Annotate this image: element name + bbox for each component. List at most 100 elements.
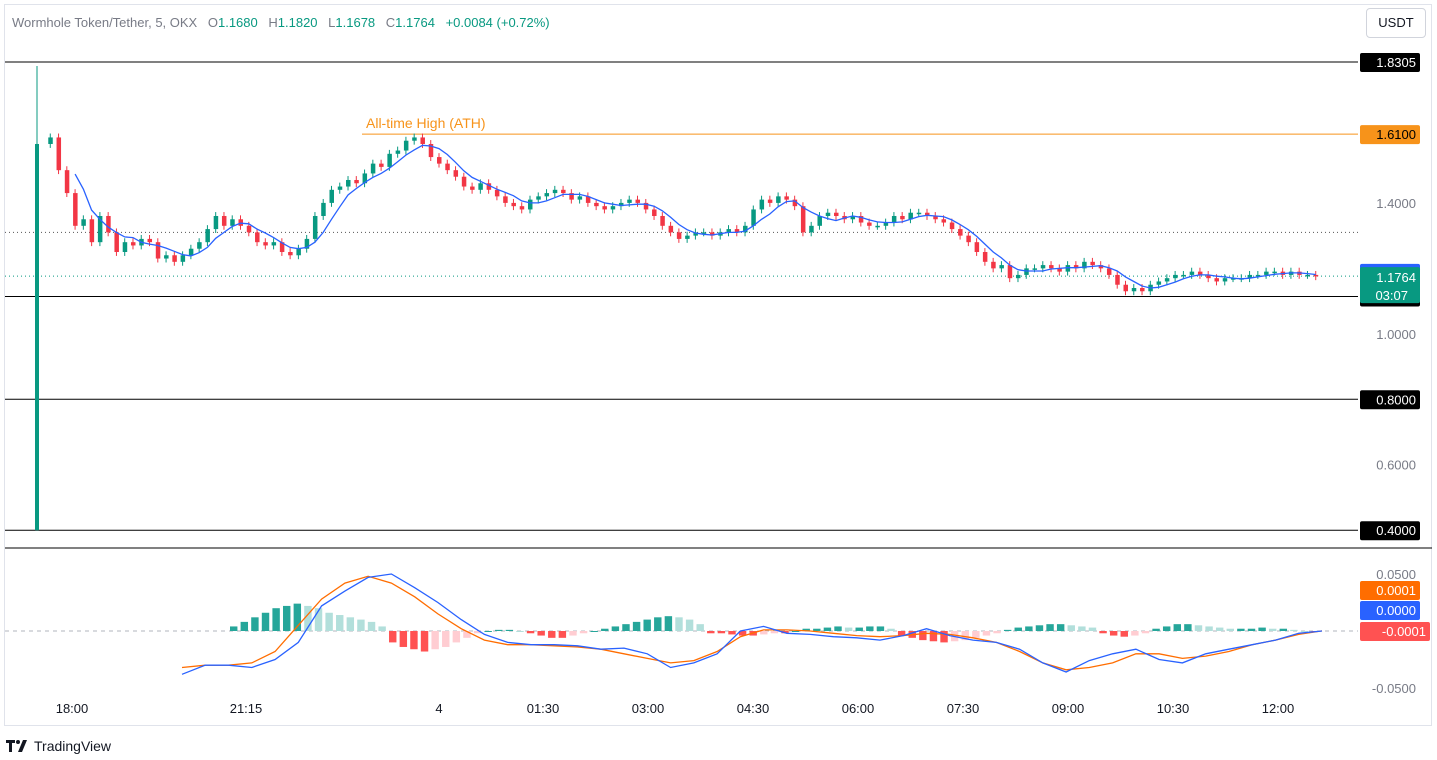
candle [403,140,409,151]
macd-histogram-bar [399,631,408,647]
candle [834,212,839,216]
macd-histogram-bar [717,631,726,634]
candle [643,202,649,210]
macd-histogram-bar [1173,624,1181,631]
candle [114,232,119,252]
last-price-tag [1360,267,1420,304]
brand-name: TradingView [34,738,112,754]
macd-histogram-bar [866,626,874,631]
macd-value-label: -0.0001 [1382,624,1426,639]
macd-histogram-bar [1035,625,1044,631]
candle [1049,265,1054,269]
macd-histogram-bar [548,631,556,638]
currency-button[interactable]: USDT [1366,8,1426,38]
macd-histogram-bar [919,631,927,641]
candle [594,202,599,207]
macd-histogram-bar [1067,625,1075,631]
candle [48,137,53,144]
macd-histogram-bar [760,631,768,635]
candle [420,137,425,144]
ath-annotation: All-time High (ATH) [366,115,486,131]
candle [883,222,889,226]
candle [1090,261,1095,266]
macd-histogram-bar [1226,628,1235,631]
candle [1206,274,1211,279]
macd-histogram-bar [1268,628,1277,631]
candle [982,251,988,262]
low-label: L [328,15,336,30]
time-axis: 18:00 21:15 4 01:30 03:00 04:30 06:00 07:30 09:0… [56,701,1295,716]
time-tick-label: 09:00 [1052,701,1085,716]
candle [188,248,194,256]
symbol-name[interactable]: Wormhole Token/Tether, 5, OKX [12,15,198,30]
candle [908,212,913,220]
candle [933,215,938,220]
high-value: 1.1820 [277,15,318,30]
candle [213,215,219,230]
macd-histogram-bar [558,631,567,638]
candle [56,137,62,171]
candle [817,215,822,226]
macd-histogram-bar [357,619,365,631]
candle [709,232,715,236]
macd-histogram-bar [675,617,683,631]
macd-histogram-bar [961,631,969,641]
candle [652,209,657,216]
candle [974,242,980,252]
candle [693,232,698,236]
chart-frame [4,4,1432,726]
macd-histogram-bar [844,627,853,631]
candle [164,255,169,259]
candle [941,219,947,223]
candle [1140,288,1145,292]
candle [354,179,359,184]
macd-histogram-bar [569,631,577,636]
macd-histogram-bar [314,608,323,631]
macd-histogram-bar [1056,624,1065,631]
macd-histogram-bar [887,628,895,631]
candle [428,143,434,158]
macd-histogram-bar [1194,625,1203,631]
candle [1164,278,1170,282]
candle [891,215,897,223]
candle [147,238,153,243]
macd-histogram-bar [1088,627,1097,631]
macd-histogram-bar [972,631,980,638]
price-axis: 1.83051.61001.11400.80000.40001.40001.00… [1360,53,1430,696]
candle [1313,274,1319,277]
candle [221,215,227,226]
candle [1247,274,1253,279]
candle [792,199,798,207]
candle [1156,281,1162,285]
macd-histogram-bar [685,619,694,631]
macd-histogram-bar [696,624,704,631]
candle [1106,268,1112,275]
macd-histogram-bar [1003,629,1012,631]
candle [73,193,78,226]
price-level-label: 1.8305 [1376,55,1416,70]
macd-histogram-bar [1099,631,1107,634]
candle [924,212,930,216]
macd-histogram-bar [505,629,514,631]
candle [461,176,467,187]
macd-histogram-bar [622,624,630,631]
time-tick-label: 01:30 [527,701,560,716]
macd-histogram-bar [272,608,280,631]
candle [379,163,384,167]
change-value: +0.0084 (+0.72%) [445,15,550,30]
macd-histogram-bar [442,631,450,647]
branding[interactable]: TradingView [6,738,111,754]
candle [1197,271,1203,275]
macd-histogram-bar [791,631,800,632]
close-label: C [385,15,396,30]
macd-histogram-bar [876,626,885,631]
candle [271,242,277,246]
macd-histogram-bar [1205,626,1213,631]
ma-line [74,144,1316,289]
macd-histogram-bar [431,631,439,650]
macd-histogram-bar [1025,626,1033,631]
candle [172,255,177,262]
macd-histogram-bar [1184,624,1192,631]
macd-histogram-bar [304,605,312,631]
